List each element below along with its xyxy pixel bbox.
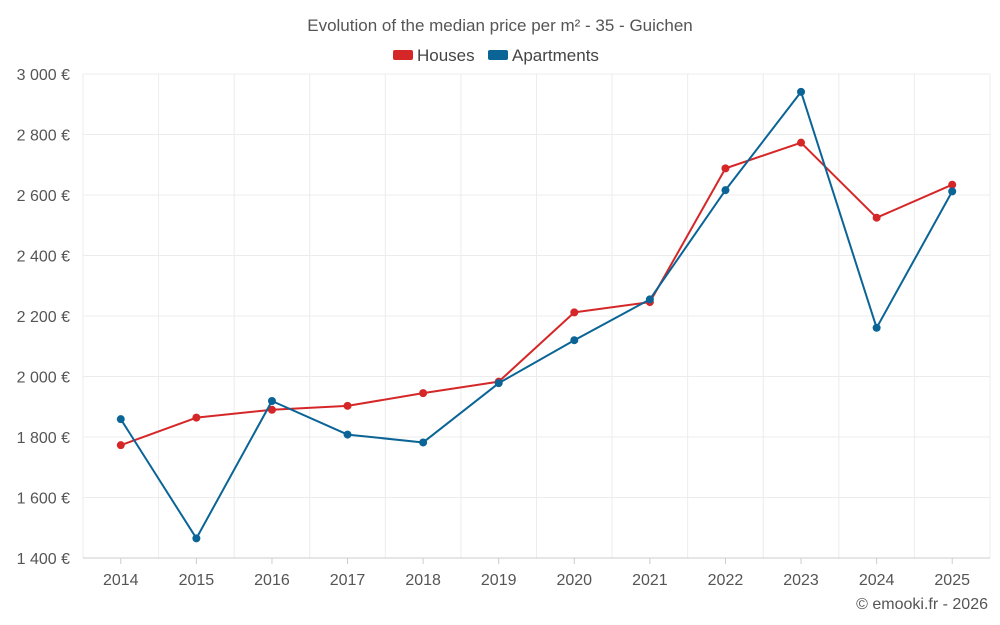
y-tick-label: 2 800 € xyxy=(17,128,70,145)
y-tick-label: 1 400 € xyxy=(17,551,70,568)
data-point-apartments xyxy=(570,336,579,345)
legend-label-houses: Houses xyxy=(417,46,475,65)
y-tick-label: 1 600 € xyxy=(17,491,70,508)
data-point-houses xyxy=(343,401,352,410)
data-point-apartments xyxy=(192,534,201,543)
data-point-apartments xyxy=(948,187,957,196)
data-point-apartments xyxy=(721,186,730,195)
data-point-apartments xyxy=(797,87,806,96)
x-tick-label: 2022 xyxy=(708,572,744,589)
x-tick-label: 2014 xyxy=(103,572,139,589)
x-tick-label: 2017 xyxy=(330,572,366,589)
x-tick-label: 2023 xyxy=(783,572,819,589)
series-group xyxy=(116,87,957,543)
credit-text: © emooki.fr - 2026 xyxy=(856,596,988,613)
data-point-apartments xyxy=(645,295,654,304)
data-point-houses xyxy=(797,138,806,147)
y-tick-label: 3 000 € xyxy=(17,67,70,84)
grid xyxy=(82,73,991,558)
data-point-apartments xyxy=(872,323,881,332)
y-axis: 1 400 € 1 600 € 1 800 € 2 000 € 2 200 € 2 400… xyxy=(17,67,70,568)
y-tick-label: 2 000 € xyxy=(17,370,70,387)
data-point-houses xyxy=(267,405,276,414)
x-tick-label: 2016 xyxy=(254,572,290,589)
legend-item-apartments[interactable]: Apartments xyxy=(488,46,599,65)
legend-swatch-apartments xyxy=(488,50,508,60)
legend-item-houses[interactable]: Houses xyxy=(393,46,475,65)
data-point-apartments xyxy=(494,379,503,388)
x-tick-label: 2019 xyxy=(481,572,517,589)
y-tick-label: 2 600 € xyxy=(17,188,70,205)
chart-title: Evolution of the median price per m² - 3… xyxy=(307,16,693,35)
data-point-houses xyxy=(872,213,881,222)
x-tick-label: 2024 xyxy=(859,572,895,589)
x-tick-label: 2018 xyxy=(405,572,441,589)
data-point-houses xyxy=(116,441,125,450)
y-tick-label: 2 400 € xyxy=(17,249,70,266)
data-point-houses xyxy=(721,164,730,173)
data-point-apartments xyxy=(343,430,352,439)
series-line-apartments xyxy=(119,90,954,540)
x-tick-label: 2021 xyxy=(632,572,668,589)
y-tick-label: 1 800 € xyxy=(17,430,70,447)
data-point-houses xyxy=(419,389,428,398)
data-point-houses xyxy=(948,180,957,189)
legend: Houses Apartments xyxy=(393,46,599,65)
x-axis: 2014 2015 2016 2017 2018 2019 2020 2021 2022 2023… xyxy=(83,557,990,589)
legend-swatch-houses xyxy=(393,50,413,60)
data-point-apartments xyxy=(267,397,276,406)
legend-label-apartments: Apartments xyxy=(512,46,599,65)
data-point-apartments xyxy=(116,415,125,424)
x-tick-label: 2020 xyxy=(556,572,592,589)
x-tick-label: 2025 xyxy=(934,572,970,589)
data-point-apartments xyxy=(419,438,428,447)
y-tick-label: 2 200 € xyxy=(17,309,70,326)
data-point-houses xyxy=(192,413,201,422)
data-point-houses xyxy=(570,308,579,317)
series-line-houses xyxy=(120,141,953,447)
x-tick-label: 2015 xyxy=(179,572,215,589)
